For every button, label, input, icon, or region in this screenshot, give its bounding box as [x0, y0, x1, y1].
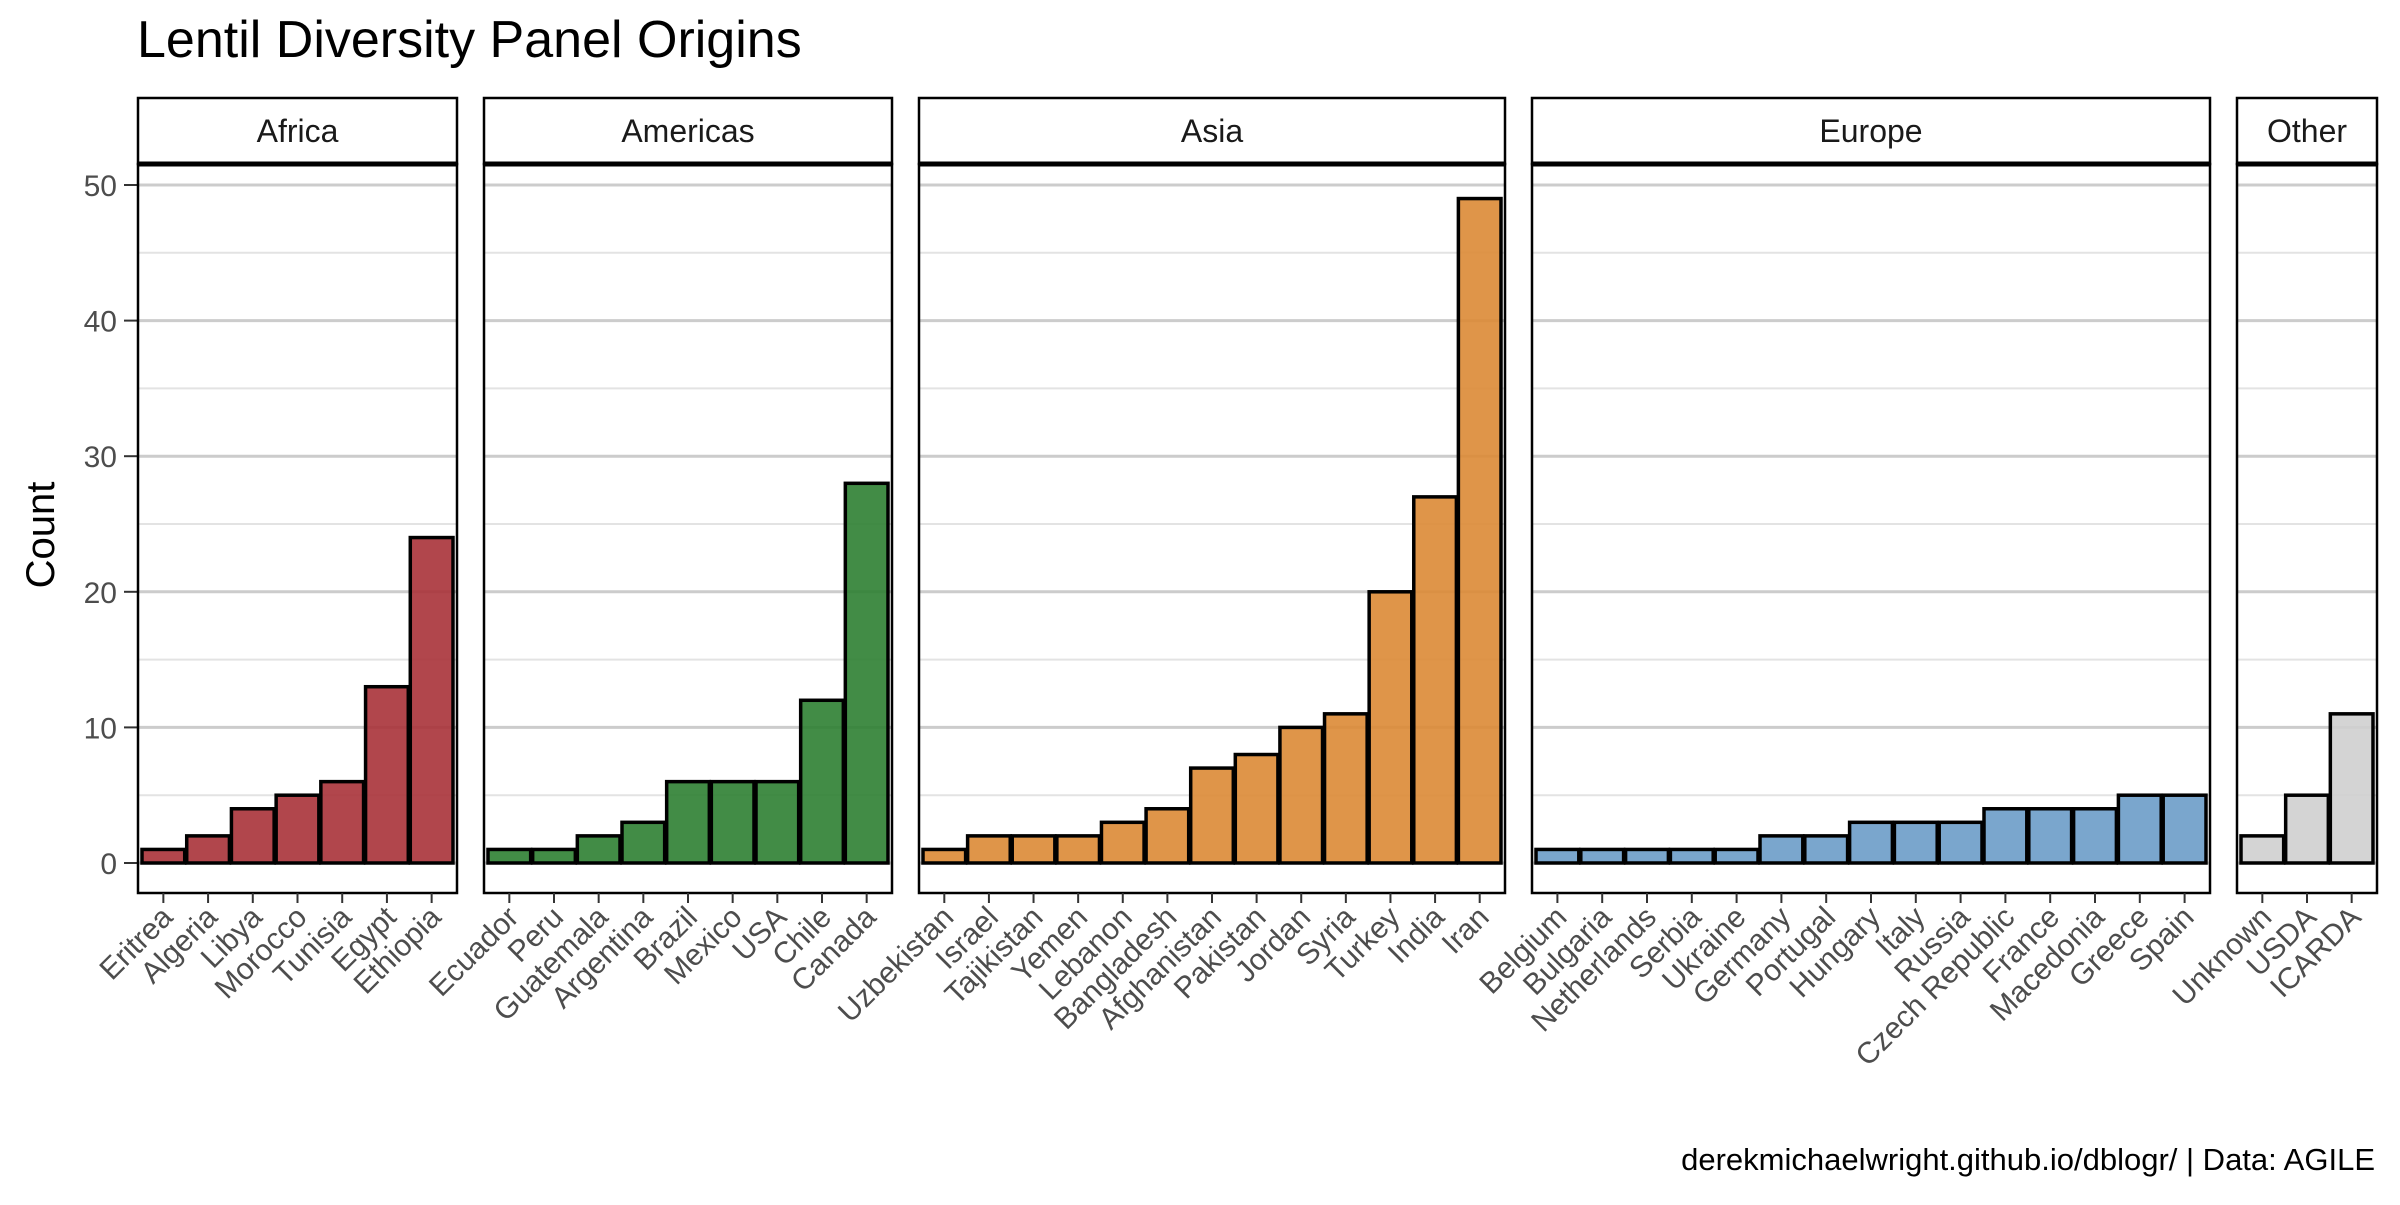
bar-eritrea	[140, 847, 187, 865]
bar-italy	[1892, 820, 1939, 865]
bar-ethiopia	[408, 535, 455, 865]
bar-ukraine	[1713, 847, 1760, 865]
bar-jordan	[1278, 725, 1325, 865]
bar-hungary	[1847, 820, 1895, 865]
x-tick-label-iran: Iran	[1436, 901, 1496, 961]
facet-asia: AsiaUzbekistanIsraelTajikistanYemenLeban…	[832, 96, 1507, 1036]
bar-usda	[2283, 793, 2331, 865]
bar-syria	[1322, 712, 1369, 865]
bar-uzbekistan	[921, 847, 968, 865]
bar-morocco	[274, 793, 321, 865]
y-tick-label: 50	[84, 170, 117, 203]
bar-germany	[1758, 834, 1805, 865]
facet-strip	[1530, 96, 2212, 166]
facet-label-other: Other	[2267, 113, 2347, 149]
facet-strip	[917, 96, 1507, 166]
bar-tajikistan	[1010, 834, 1057, 865]
facet-strip	[136, 96, 459, 166]
bar-icarda	[2328, 712, 2375, 865]
bar-yemen	[1055, 834, 1102, 865]
y-axis-ticks: 0 10 20 30 40 50	[84, 170, 138, 881]
facet-africa: AfricaEritreaAlgeriaLibyaMoroccoTunisiaE…	[93, 96, 459, 1005]
panel-border	[1530, 162, 2212, 895]
bar-spain	[2161, 793, 2208, 865]
bar-india	[1412, 495, 1459, 865]
bar-bulgaria	[1579, 847, 1626, 865]
bar-greece	[2116, 793, 2163, 865]
y-tick-label: 0	[100, 848, 117, 881]
bar-chile	[798, 698, 846, 865]
bar-argentina	[620, 820, 667, 865]
y-tick-label: 40	[84, 306, 117, 339]
bar-serbia	[1668, 847, 1715, 865]
y-axis-label: Count	[19, 482, 63, 589]
bar-peru	[530, 847, 578, 865]
bar-usa	[754, 779, 801, 865]
bar-czech-republic	[1982, 807, 2029, 865]
bar-mexico	[709, 779, 756, 865]
bar-france	[2027, 807, 2074, 865]
bar-netherlands	[1623, 847, 1671, 865]
facet-strip	[2235, 96, 2379, 166]
facet-americas: AmericasEcuadorPeruGuatemalaArgentinaBra…	[423, 96, 894, 1028]
bar-turkey	[1367, 590, 1414, 865]
bar-iran	[1456, 196, 1503, 865]
bar-pakistan	[1233, 752, 1280, 865]
bar-canada	[843, 481, 890, 865]
bar-tunisia	[319, 779, 366, 865]
bar-ecuador	[486, 847, 533, 865]
bar-brazil	[664, 779, 712, 865]
y-tick-label: 30	[84, 441, 117, 474]
bar-guatemala	[575, 834, 622, 865]
bar-lebanon	[1099, 820, 1146, 865]
bar-egypt	[363, 684, 411, 865]
bar-russia	[1937, 820, 1984, 865]
facet-label-americas: Americas	[621, 113, 754, 149]
bar-algeria	[184, 834, 232, 865]
chart-title: Lentil Diversity Panel Origins	[137, 11, 802, 69]
facet-label-europe: Europe	[1819, 113, 1922, 149]
bar-israel	[965, 834, 1012, 865]
facet-panels: AfricaEritreaAlgeriaLibyaMoroccoTunisiaE…	[93, 96, 2379, 1073]
bar-belgium	[1534, 847, 1581, 865]
bar-macedonia	[2071, 807, 2119, 865]
y-tick-label: 10	[84, 712, 117, 745]
bar-bangladesh	[1144, 807, 1191, 865]
facet-label-asia: Asia	[1181, 113, 1243, 149]
bar-libya	[229, 807, 276, 865]
facet-europe: EuropeBelgiumBulgariaNetherlandsSerbiaUk…	[1473, 96, 2212, 1073]
bar-afghanistan	[1188, 766, 1236, 865]
facet-label-africa: Africa	[257, 113, 339, 149]
bar-unknown	[2239, 834, 2286, 865]
chart-caption: derekmichaelwright.github.io/dblogr/ | D…	[1681, 1142, 2375, 1177]
bar-portugal	[1803, 834, 1850, 865]
y-tick-label: 20	[84, 577, 117, 610]
